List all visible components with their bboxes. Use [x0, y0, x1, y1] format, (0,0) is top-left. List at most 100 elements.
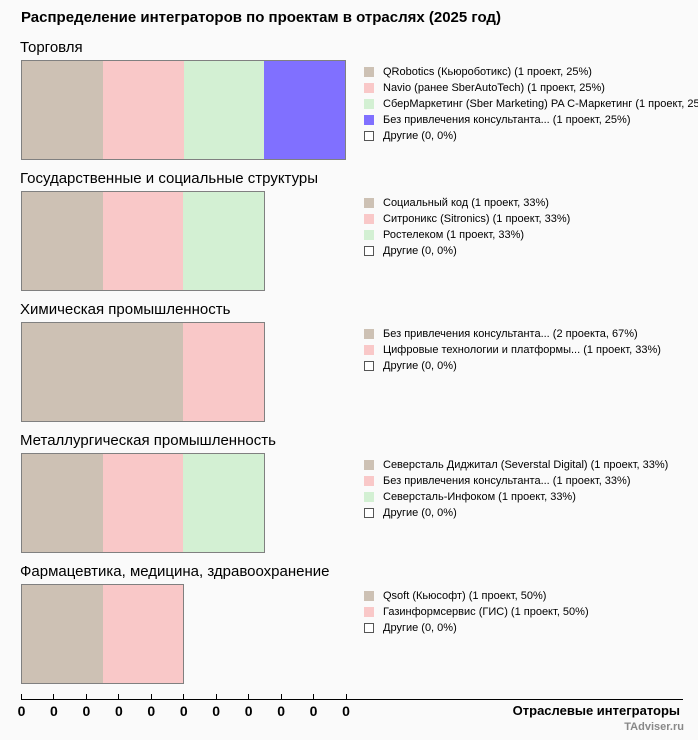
bar-segment[interactable] [22, 585, 103, 683]
group-title: Химическая промышленность [20, 301, 231, 318]
legend-label: Другие (0, 0%) [383, 622, 457, 634]
legend-label: Ростелеком (1 проект, 33%) [383, 229, 525, 241]
legend-label: QRobotics (Кьюроботикс) (1 проект, 25%) [383, 66, 592, 78]
x-tick-label: 0 [147, 703, 156, 719]
legend-item: Другие (0, 0%) [364, 505, 668, 521]
legend-item: Без привлечения консультанта... (1 проек… [364, 112, 698, 128]
x-tick-label: 0 [212, 703, 221, 719]
legend-item: СберМаркетинг (Sber Marketing) PA C-Марк… [364, 96, 698, 112]
x-tick [345, 694, 347, 700]
x-tick-label: 0 [244, 703, 253, 719]
legend: QRobotics (Кьюроботикс) (1 проект, 25%) N… [364, 64, 698, 144]
legend-swatch [364, 345, 374, 355]
x-tick [248, 694, 250, 700]
legend-item: Другие (0, 0%) [364, 243, 570, 259]
legend-swatch [364, 329, 374, 339]
chart-title: Распределение интеграторов по проектам в… [21, 9, 501, 26]
group-title: Металлургическая промышленность [20, 432, 276, 449]
legend-swatch [364, 83, 374, 93]
legend: Qsoft (Кьюсофт) (1 проект, 50%) Газинформ… [364, 588, 589, 636]
legend-label: Qsoft (Кьюсофт) (1 проект, 50%) [383, 590, 547, 602]
legend-label: Без привлечения консультанта... (2 проек… [383, 328, 638, 340]
legend-swatch [364, 115, 374, 125]
legend-label: Северсталь-Инфоком (1 проект, 33%) [383, 491, 576, 503]
x-tick-label: 0 [179, 703, 188, 719]
legend-item: Северсталь Диджитал (Severstal Digital) … [364, 457, 668, 473]
legend-label: Газинформсервис (ГИС) (1 проект, 50%) [383, 606, 589, 618]
legend-swatch [364, 230, 374, 240]
legend-item: Другие (0, 0%) [364, 358, 661, 374]
bar-segment[interactable] [102, 192, 184, 290]
bar-segment[interactable] [183, 454, 265, 552]
legend-swatch [364, 623, 374, 633]
legend-item: QRobotics (Кьюроботикс) (1 проект, 25%) [364, 64, 698, 80]
bar-segment[interactable] [183, 323, 264, 421]
x-axis-label: Отраслевые интеграторы [512, 703, 680, 718]
group-title: Торговля [20, 39, 83, 56]
group-title: Фармацевтика, медицина, здравоохранение [20, 563, 330, 580]
legend-swatch [364, 67, 374, 77]
bar-segment[interactable] [102, 454, 184, 552]
legend-swatch [364, 246, 374, 256]
bar-segment[interactable] [102, 585, 183, 683]
legend-label: Социальный код (1 проект, 33%) [383, 197, 549, 209]
x-tick [183, 694, 185, 700]
x-tick [215, 694, 217, 700]
legend-item: Ситроникс (Sitronics) (1 проект, 33%) [364, 211, 570, 227]
legend-swatch [364, 214, 374, 224]
legend: Без привлечения консультанта... (2 проек… [364, 326, 661, 374]
legend-swatch [364, 508, 374, 518]
legend-label: СберМаркетинг (Sber Marketing) PA C-Марк… [383, 98, 698, 110]
legend-label: Другие (0, 0%) [383, 130, 457, 142]
legend-item: Ростелеком (1 проект, 33%) [364, 227, 570, 243]
x-tick-label: 0 [342, 703, 350, 719]
legend-item: Без привлечения консультанта... (1 проек… [364, 473, 668, 489]
legend-label: Без привлечения консультанта... (1 проек… [383, 475, 631, 487]
legend-item: Цифровые технологии и платформы... (1 пр… [364, 342, 661, 358]
stacked-bar [21, 322, 265, 422]
legend-label: Navio (ранее SberAutoTech) (1 проект, 25… [383, 82, 605, 94]
x-tick [21, 694, 22, 700]
x-tick [313, 694, 315, 700]
bar-segment[interactable] [22, 192, 103, 290]
legend-swatch [364, 591, 374, 601]
legend-item: Социальный код (1 проект, 33%) [364, 195, 570, 211]
legend-swatch [364, 198, 374, 208]
bar-segment[interactable] [22, 61, 103, 159]
legend-item: Северсталь-Инфоком (1 проект, 33%) [364, 489, 668, 505]
legend-item: Газинформсервис (ГИС) (1 проект, 50%) [364, 604, 589, 620]
legend-swatch [364, 607, 374, 617]
source-credit: TAdviser.ru [624, 721, 684, 733]
legend-item: Другие (0, 0%) [364, 620, 589, 636]
x-tick [280, 694, 282, 700]
x-tick [150, 694, 152, 700]
legend-swatch [364, 131, 374, 141]
legend-label: Без привлечения консультанта... (1 проек… [383, 114, 631, 126]
bar-segment[interactable] [183, 61, 265, 159]
legend-swatch [364, 460, 374, 470]
x-tick-label: 0 [309, 703, 318, 719]
stacked-bar [21, 584, 184, 684]
x-tick-label: 0 [50, 703, 58, 719]
x-tick [118, 694, 120, 700]
legend-swatch [364, 361, 374, 371]
legend-label: Другие (0, 0%) [383, 507, 457, 519]
legend: Северсталь Диджитал (Severstal Digital) … [364, 457, 668, 521]
group-title: Государственные и социальные структуры [20, 170, 319, 187]
bar-segment[interactable] [22, 454, 103, 552]
bar-segment[interactable] [22, 323, 184, 421]
legend-label: Северсталь Диджитал (Severstal Digital) … [383, 459, 669, 471]
legend-label: Цифровые технологии и платформы... (1 пр… [383, 344, 661, 356]
stacked-bar [21, 60, 346, 160]
bar-segment[interactable] [264, 61, 345, 159]
legend: Социальный код (1 проект, 33%) Ситроникс … [364, 195, 570, 259]
legend-item: Другие (0, 0%) [364, 128, 698, 144]
x-tick-label: 0 [114, 703, 123, 719]
x-tick-label: 0 [82, 703, 91, 719]
bar-segment[interactable] [183, 192, 265, 290]
legend-item: Navio (ранее SberAutoTech) (1 проект, 25… [364, 80, 698, 96]
legend-label: Другие (0, 0%) [383, 360, 457, 372]
legend-item: Без привлечения консультанта... (2 проек… [364, 326, 661, 342]
x-tick [85, 694, 87, 700]
bar-segment[interactable] [102, 61, 184, 159]
